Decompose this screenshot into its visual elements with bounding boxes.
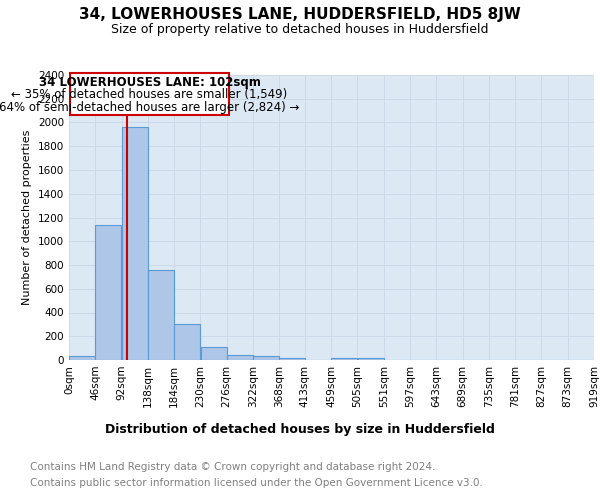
Bar [358, 358, 383, 360]
Bar [280, 358, 305, 360]
Bar [227, 355, 253, 360]
Y-axis label: Number of detached properties: Number of detached properties [22, 130, 32, 305]
Bar [148, 270, 174, 360]
Bar [331, 358, 358, 360]
Text: 34, LOWERHOUSES LANE, HUDDERSFIELD, HD5 8JW: 34, LOWERHOUSES LANE, HUDDERSFIELD, HD5 … [79, 8, 521, 22]
Text: 34 LOWERHOUSES LANE: 102sqm: 34 LOWERHOUSES LANE: 102sqm [38, 76, 260, 88]
Bar [253, 356, 279, 360]
Bar [69, 356, 95, 360]
Text: Contains HM Land Registry data © Crown copyright and database right 2024.: Contains HM Land Registry data © Crown c… [30, 462, 436, 472]
Bar [174, 324, 200, 360]
Text: Size of property relative to detached houses in Huddersfield: Size of property relative to detached ho… [111, 22, 489, 36]
Text: Contains public sector information licensed under the Open Government Licence v3: Contains public sector information licen… [30, 478, 483, 488]
FancyBboxPatch shape [70, 72, 229, 116]
Text: Distribution of detached houses by size in Huddersfield: Distribution of detached houses by size … [105, 422, 495, 436]
Bar [95, 224, 121, 360]
Text: ← 35% of detached houses are smaller (1,549): ← 35% of detached houses are smaller (1,… [11, 88, 287, 102]
Bar [122, 127, 148, 360]
Text: 64% of semi-detached houses are larger (2,824) →: 64% of semi-detached houses are larger (… [0, 101, 300, 114]
Bar [200, 347, 227, 360]
